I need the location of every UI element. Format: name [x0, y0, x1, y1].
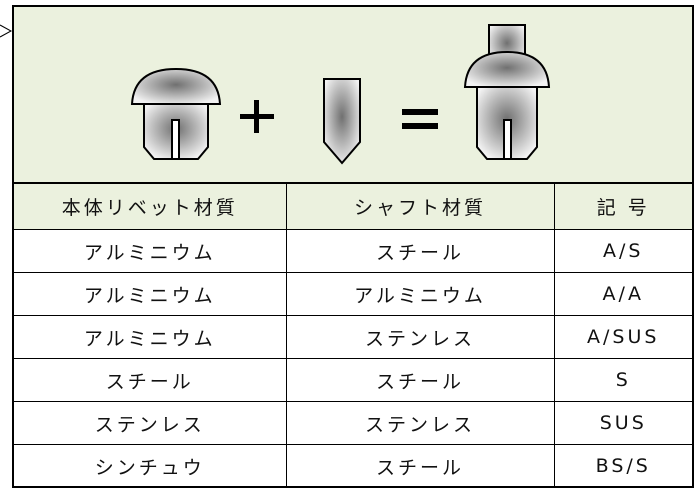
material-table: 本体リベット材質 シャフト材質記 号アルミニウム スチール A/S アルミニウム アルミニ…	[14, 183, 692, 487]
table-cell: アルミニウム	[285, 272, 555, 316]
table-cell: A/SUS	[553, 315, 692, 359]
rivet-body	[130, 67, 222, 160]
table-cell: A/S	[553, 229, 692, 273]
table-cell: アルミニウム	[14, 229, 287, 273]
table-cell: スチール	[285, 444, 555, 487]
table-cell: スチール	[285, 229, 555, 273]
equals-sign	[402, 109, 438, 129]
table-row: スチール スチール S	[14, 358, 692, 402]
table-cell: シャフト材質	[285, 183, 555, 230]
table-cell: BS/S	[553, 444, 692, 487]
table-cell: アルミニウム	[14, 315, 287, 359]
table-cell: アルミニウム	[14, 272, 287, 316]
shaft	[323, 78, 361, 165]
header-row: 本体リベット材質 シャフト材質記 号	[14, 183, 692, 230]
table-cell: スチール	[14, 358, 287, 402]
table-cell: シンチュウ	[14, 444, 287, 487]
table-cell: 本体リベット材質	[14, 183, 287, 230]
table-row: アルミニウム スチール A/S	[14, 229, 692, 273]
table-cell: SUS	[553, 401, 692, 445]
table-cell: S	[553, 358, 692, 402]
table-cell: 記 号	[553, 183, 692, 230]
table-cell: ステンレス	[285, 401, 555, 445]
arrow-mark	[0, 24, 13, 38]
table-row: アルミニウム ステンレス A/SUS	[14, 315, 692, 359]
illustration	[14, 7, 692, 183]
table-row: アルミニウム アルミニウム A/A	[14, 272, 692, 316]
table-row: ステンレス ステンレス SUS	[14, 401, 692, 445]
table-cell: A/A	[553, 272, 692, 316]
table-row: シンチュウ スチール BS/S	[14, 444, 692, 487]
table-cell: ステンレス	[285, 315, 555, 359]
frame: 本体リベット材質 シャフト材質記 号アルミニウム スチール A/S アルミニウム アルミニ…	[12, 5, 694, 488]
plus-sign	[240, 100, 274, 133]
table-cell: ステンレス	[14, 401, 287, 445]
table-cell: スチール	[285, 358, 555, 402]
rivet-assembled	[463, 24, 551, 160]
